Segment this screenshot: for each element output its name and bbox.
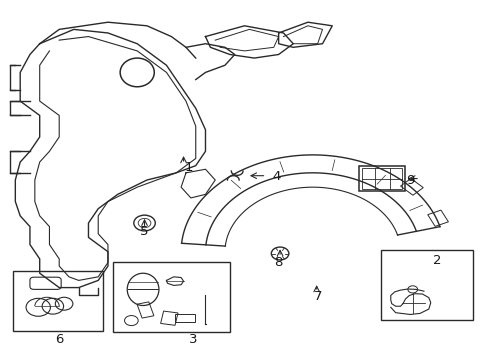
Bar (358, 166, 405, 192)
Bar (113, 262, 229, 332)
Bar (361, 168, 402, 189)
Bar (427, 210, 447, 226)
Bar (13, 271, 103, 330)
Text: 9: 9 (405, 174, 414, 186)
Bar (160, 311, 178, 325)
Text: 1: 1 (184, 161, 192, 174)
Bar (400, 179, 423, 195)
Bar (380, 250, 472, 320)
Text: 6: 6 (55, 333, 63, 346)
Text: 2: 2 (432, 254, 441, 267)
Text: 5: 5 (140, 225, 148, 238)
Text: 8: 8 (274, 256, 282, 269)
Bar (175, 314, 194, 321)
Text: 3: 3 (189, 333, 197, 346)
Bar (137, 302, 154, 318)
Text: 4: 4 (271, 170, 280, 183)
Text: 7: 7 (313, 290, 321, 303)
